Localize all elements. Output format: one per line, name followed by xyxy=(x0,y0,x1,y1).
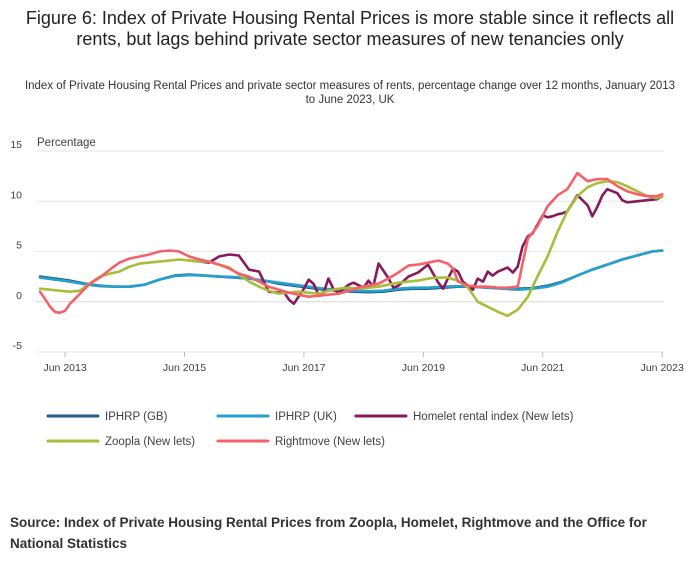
x-tick-label: Jun 2013 xyxy=(43,362,86,374)
legend-item-3[interactable]: Zoopla (New lets) xyxy=(46,436,195,448)
x-tick-label: Jun 2021 xyxy=(521,362,564,374)
legend-item-1[interactable]: IPHRP (UK) xyxy=(216,411,337,423)
legend-label: IPHRP (GB) xyxy=(105,411,168,423)
y-tick-label: 10 xyxy=(10,189,22,201)
chart-title: Figure 6: Index of Private Housing Renta… xyxy=(25,8,675,49)
legend-item-2[interactable]: Homelet rental index (New lets) xyxy=(354,411,574,423)
series-line-4[interactable] xyxy=(38,171,664,315)
y-tick-label: -5 xyxy=(13,340,22,352)
axes: 15 10 5 0 -5 Jun 2013 Jun 2015 Jun 2017 Jun 2019… xyxy=(10,139,684,374)
legend-item-4[interactable]: Rightmove (New lets) xyxy=(216,436,385,448)
x-tick-label: Jun 2023 xyxy=(641,362,684,374)
gridlines xyxy=(36,150,664,353)
series-line-2[interactable] xyxy=(188,187,664,306)
x-tick-label: Jun 2019 xyxy=(402,362,445,374)
y-tick-label: 15 xyxy=(10,139,22,151)
series-lines xyxy=(38,171,664,318)
legend-label: Homelet rental index (New lets) xyxy=(413,411,574,423)
y-tick-label: 0 xyxy=(16,290,22,302)
legend-label: Zoopla (New lets) xyxy=(105,436,195,448)
x-tick-label: Jun 2015 xyxy=(163,362,206,374)
legend-label: IPHRP (UK) xyxy=(275,411,337,423)
source-note: Source: Index of Private Housing Rental … xyxy=(10,515,647,551)
chart-subtitle: Index of Private Housing Rental Prices a… xyxy=(24,80,676,106)
legend[interactable]: IPHRP (GB) IPHRP (UK) Homelet rental index… xyxy=(46,411,574,448)
x-tick-label: Jun 2017 xyxy=(282,362,325,374)
legend-label: Rightmove (New lets) xyxy=(275,436,385,448)
line-chart: 15 10 5 0 -5 Jun 2013 Jun 2015 Jun 2017 Jun 2019… xyxy=(10,137,684,448)
series-line-1[interactable] xyxy=(38,249,664,293)
y-axis-label: Percentage xyxy=(37,137,96,149)
y-tick-label: 5 xyxy=(16,240,22,252)
legend-item-0[interactable]: IPHRP (GB) xyxy=(46,411,168,423)
